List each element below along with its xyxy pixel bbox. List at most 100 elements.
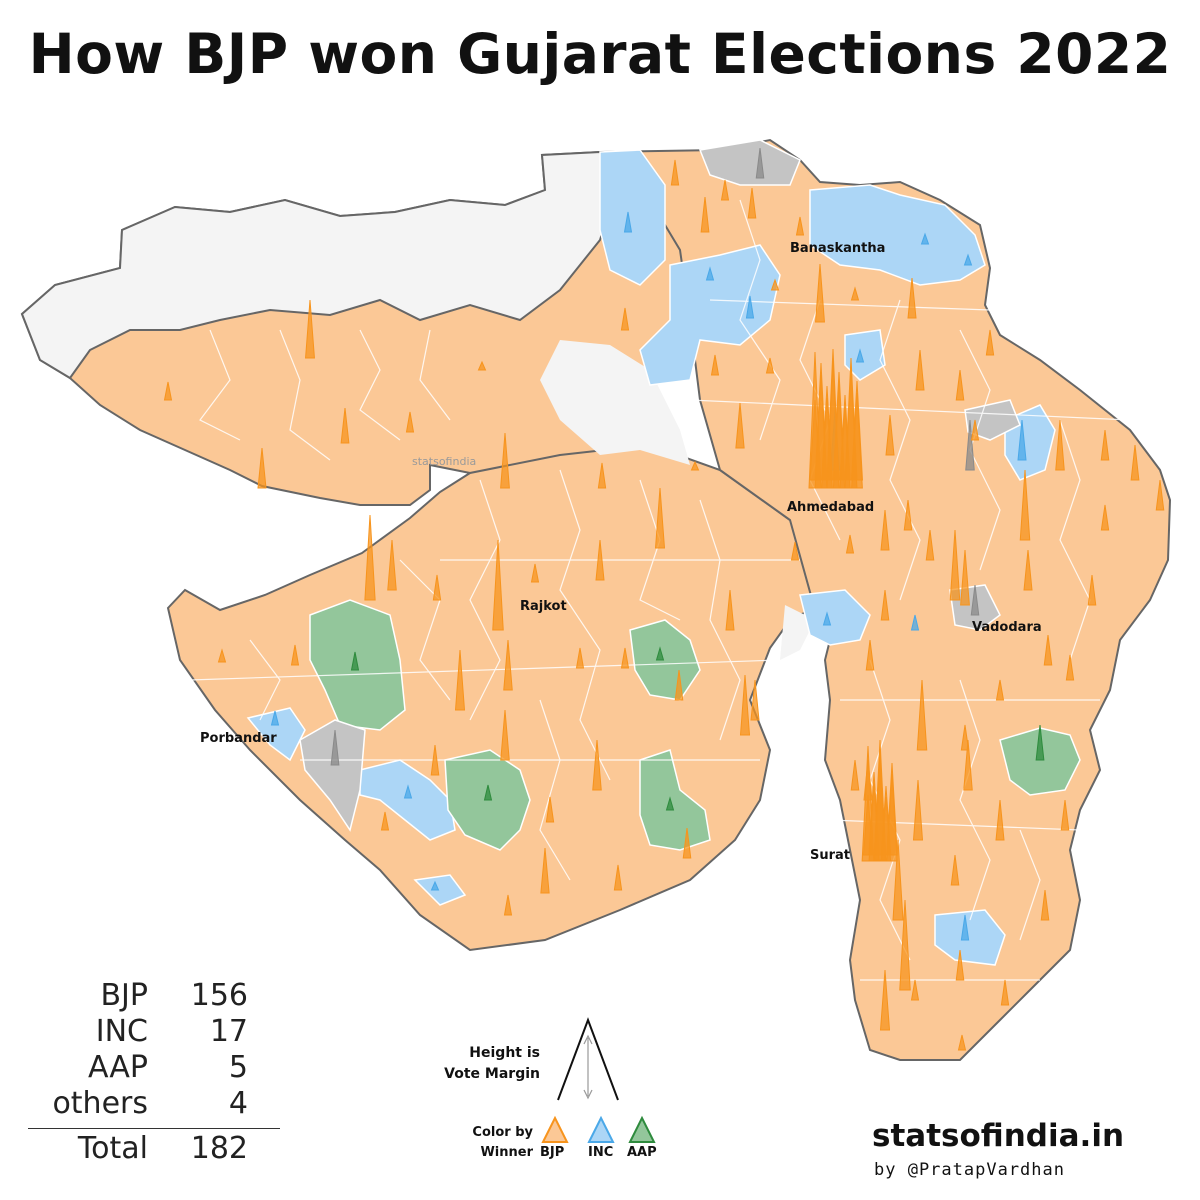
inc-area-coast <box>413 874 467 906</box>
margin-spike-bjp <box>364 514 376 601</box>
tally-row-total: Total 182 <box>28 1131 280 1167</box>
margin-spike-bjp <box>915 349 925 391</box>
tally-divider <box>28 1128 280 1129</box>
margin-spike-bjp <box>735 402 745 449</box>
aap-area-central <box>629 619 701 701</box>
margin-spike-bjp <box>950 854 960 886</box>
margin-spike-bjp <box>530 563 540 583</box>
margin-spike-bjp <box>575 647 585 669</box>
map-title: How BJP won Gujarat Elections 2022 <box>28 22 1172 86</box>
margin-spike-bjp <box>885 414 895 456</box>
tally-seats: 17 <box>209 1014 248 1049</box>
margin-spike-bjp <box>492 539 504 631</box>
margin-spike-bjp <box>545 796 555 823</box>
city-label-surat: Surat <box>810 848 850 863</box>
brand-byline: by @PratapVardhan <box>874 1160 1065 1180</box>
legend-height-line1: Height is <box>469 1045 540 1061</box>
margin-spike-bjp <box>595 539 605 581</box>
margin-spike-bjp <box>1043 634 1053 666</box>
margin-spike-bjp <box>305 299 315 359</box>
margin-spike-bjp <box>597 462 607 489</box>
margin-spike-bjp <box>851 392 863 489</box>
margin-spike-bjp <box>955 949 965 981</box>
margin-spike-bjp <box>217 648 227 663</box>
margin-spike-bjp <box>163 381 173 401</box>
margin-spike-bjp <box>879 969 891 1031</box>
margin-spike-aap <box>655 646 665 661</box>
tally-row-others: others 4 <box>28 1086 280 1122</box>
margin-spike-bjp <box>432 574 442 601</box>
margin-spike-bjp <box>387 539 397 591</box>
margin-spike-bjp <box>892 839 904 921</box>
margin-spike-inc <box>963 253 973 266</box>
inc-area-north-2 <box>639 244 781 386</box>
margin-spike-inc <box>270 710 280 726</box>
margin-spike-bjp <box>1087 574 1097 606</box>
margin-spike-inc <box>745 295 755 319</box>
margin-spike-bjp <box>725 589 735 631</box>
margin-spike-others <box>965 419 975 471</box>
margin-spike-bjp <box>682 827 692 859</box>
tally-party: INC <box>95 1014 148 1049</box>
city-label-banaskantha: Banaskantha <box>790 241 885 256</box>
margin-spike-bjp <box>865 639 875 671</box>
margin-spike-bjp <box>912 779 924 841</box>
margin-spike-aap <box>665 796 675 811</box>
legend-color-line2: Winner <box>480 1145 533 1160</box>
margin-spike-bjp <box>500 432 510 489</box>
margin-spike-bjp <box>886 773 898 862</box>
margin-spike-bjp <box>960 724 970 751</box>
margin-spike-bjp <box>995 679 1005 701</box>
margin-spike-bjp <box>690 460 700 471</box>
margin-spike-bjp <box>720 179 730 201</box>
margin-spike-bjp <box>1155 479 1165 511</box>
margin-spike-bjp <box>405 411 415 433</box>
city-label-vadodara: Vadodara <box>972 620 1042 635</box>
tally-seats: 156 <box>190 978 248 1013</box>
margin-spike-bjp <box>257 447 267 489</box>
margin-spike-inc <box>960 914 970 941</box>
margin-spike-bjp <box>613 864 623 891</box>
margin-spike-bjp <box>1060 799 1070 831</box>
legend-color-icons <box>541 1115 656 1143</box>
legend-color-text: Color by Winner <box>430 1123 533 1163</box>
margin-spike-bjp <box>907 277 917 319</box>
margin-spike-bjp <box>880 589 890 621</box>
legend-label-aap: AAP <box>627 1145 657 1160</box>
inc-area-south <box>934 909 1006 966</box>
margin-spike-bjp <box>1100 429 1110 461</box>
margin-spike-bjp <box>995 799 1005 841</box>
margin-spike-bjp <box>503 639 513 691</box>
tally-party: AAP <box>88 1050 148 1085</box>
margin-spike-bjp <box>963 739 973 791</box>
margin-spike-bjp <box>1023 549 1033 591</box>
others-area-north <box>698 139 801 186</box>
margin-spike-inc <box>1017 419 1027 461</box>
margin-spike-bjp <box>845 534 855 554</box>
city-labels: Banaskantha Ahmedabad Rajkot Vadodara Po… <box>200 241 1042 863</box>
legend-aap-triangle <box>628 1115 656 1143</box>
margin-spike-bjp <box>916 679 928 751</box>
margin-spike-bjp <box>765 357 775 374</box>
margin-spike-inc <box>920 232 930 245</box>
margin-spike-others <box>970 584 980 616</box>
city-label-rajkot: Rajkot <box>520 599 567 614</box>
margin-spike-bjp <box>1019 469 1031 541</box>
margin-spike-bjp <box>957 1034 967 1051</box>
margin-spike-bjp <box>1130 444 1140 481</box>
tally-row-inc: INC 17 <box>28 1014 280 1050</box>
margin-spike-bjp <box>960 549 970 606</box>
others-area-porbandar <box>299 719 366 832</box>
legend-height-line2: Vote Margin <box>444 1066 540 1082</box>
margin-spike-bjp <box>592 739 602 791</box>
margin-spike-others <box>330 729 340 766</box>
margin-spike-bjp <box>290 644 300 666</box>
margin-spike-bjp <box>850 286 860 301</box>
margin-spike-bjp <box>670 159 680 186</box>
tally-row-aap: AAP 5 <box>28 1050 280 1086</box>
others-area-east <box>964 399 1021 441</box>
margin-spike-others <box>755 147 765 179</box>
margin-spike-inc <box>623 211 633 233</box>
margin-spike-bjp <box>850 759 860 791</box>
